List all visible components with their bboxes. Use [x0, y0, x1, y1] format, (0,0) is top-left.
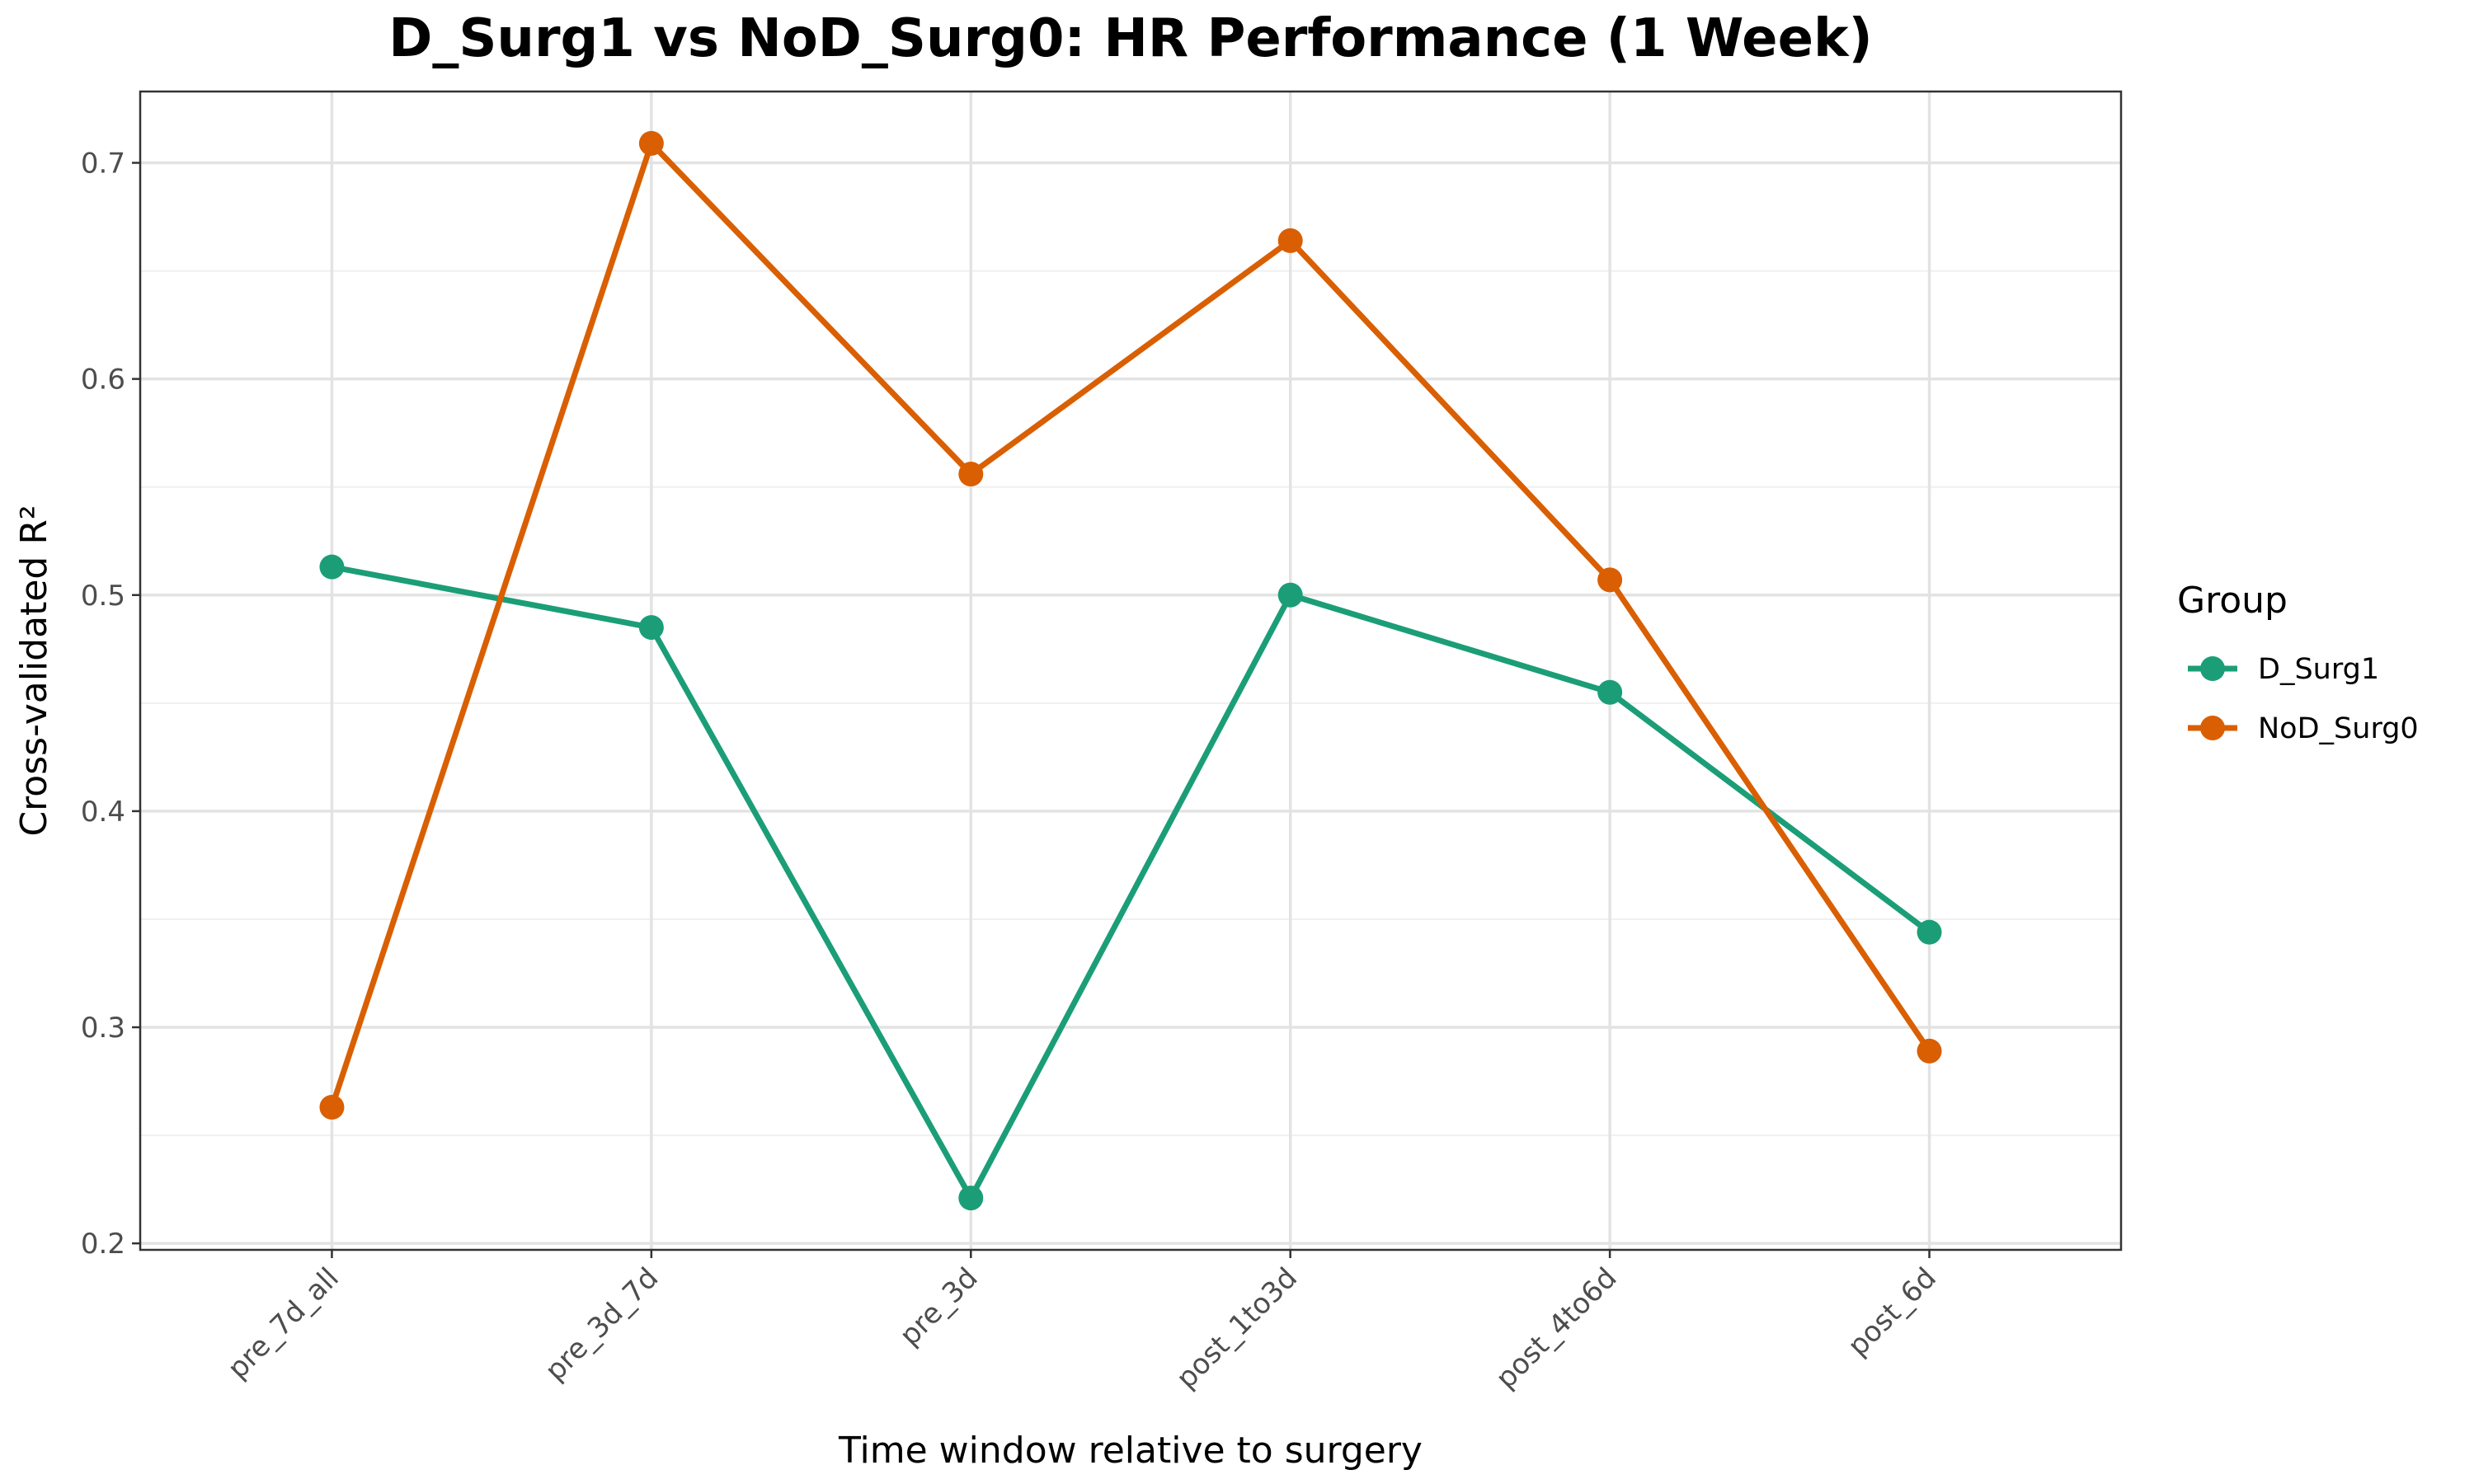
y-tick-label: 0.5	[81, 580, 125, 613]
legend: Group D_Surg1 NoD_Surg0	[2177, 580, 2419, 745]
data-point-D_Surg1	[1277, 582, 1303, 608]
x-tick-label: post_4to6d	[1489, 1261, 1623, 1395]
data-point-NoD_Surg0	[1917, 1038, 1942, 1064]
data-point-NoD_Surg0	[1597, 567, 1623, 593]
data-point-D_Surg1	[958, 1186, 984, 1211]
series-line-D_Surg1	[328, 564, 1933, 1201]
panel-background	[140, 92, 2121, 1250]
y-tick-label: 0.7	[81, 148, 125, 181]
y-tick-label: 0.4	[81, 796, 125, 829]
x-tick-label: post_6d	[1841, 1261, 1943, 1363]
legend-key-point	[2200, 716, 2225, 740]
series-line-NoD_Surg0	[328, 140, 1933, 1111]
chart-title: D_Surg1 vs NoD_Surg0: HR Performance (1 …	[388, 8, 1873, 69]
x-tick-label: pre_3d_7d	[539, 1261, 665, 1388]
y-axis-title: Cross-validated R²	[13, 505, 55, 836]
x-tick-label: post_1to3d	[1170, 1261, 1304, 1395]
legend-key-point	[2200, 656, 2225, 681]
data-point-D_Surg1	[638, 615, 664, 641]
data-point-NoD_Surg0	[319, 1094, 345, 1120]
y-tick-label: 0.6	[81, 364, 125, 397]
legend-label-D_Surg1: D_Surg1	[2258, 653, 2379, 686]
y-tick-label: 0.3	[81, 1012, 125, 1045]
data-point-D_Surg1	[319, 554, 345, 580]
legend-label-NoD_Surg0: NoD_Surg0	[2258, 712, 2419, 745]
plot-panel	[139, 90, 2123, 1252]
panel-border	[139, 90, 2123, 1252]
data-point-D_Surg1	[1917, 919, 1942, 945]
data-point-NoD_Surg0	[1277, 228, 1303, 253]
x-tick-label: pre_7d_all	[221, 1261, 345, 1385]
x-tick-label: pre_3d	[893, 1261, 984, 1352]
data-point-D_Surg1	[1597, 679, 1623, 705]
x-axis-title: Time window relative to surgery	[838, 1430, 1423, 1472]
legend-title: Group	[2177, 580, 2288, 622]
data-point-NoD_Surg0	[958, 461, 984, 486]
y-tick-label: 0.2	[81, 1228, 125, 1261]
data-point-NoD_Surg0	[638, 130, 664, 156]
